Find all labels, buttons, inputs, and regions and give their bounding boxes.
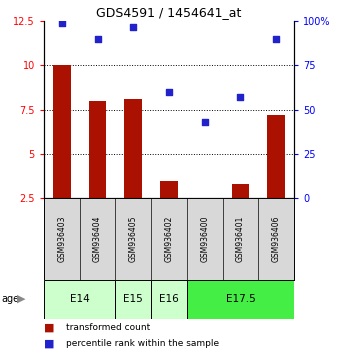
Text: ▶: ▶: [17, 294, 26, 304]
Text: percentile rank within the sample: percentile rank within the sample: [66, 339, 219, 348]
Text: age: age: [2, 294, 20, 304]
Text: GSM936405: GSM936405: [129, 216, 138, 262]
Point: [59, 20, 65, 26]
Bar: [160, 181, 178, 198]
Title: GDS4591 / 1454641_at: GDS4591 / 1454641_at: [96, 6, 242, 19]
Point: [166, 89, 172, 95]
Bar: [89, 101, 106, 198]
Text: GSM936400: GSM936400: [200, 216, 209, 262]
Bar: [187, 280, 294, 319]
Point: [238, 95, 243, 100]
Point: [202, 119, 208, 125]
Text: GSM936403: GSM936403: [57, 216, 66, 262]
Point: [130, 24, 136, 29]
Text: ■: ■: [44, 322, 54, 332]
Bar: [267, 115, 285, 198]
Text: E14: E14: [70, 294, 90, 304]
Bar: [151, 280, 187, 319]
Bar: [124, 99, 142, 198]
Text: GSM936402: GSM936402: [165, 216, 173, 262]
Text: transformed count: transformed count: [66, 323, 150, 332]
Text: E17.5: E17.5: [225, 294, 255, 304]
Text: GSM936404: GSM936404: [93, 216, 102, 262]
Text: GSM936401: GSM936401: [236, 216, 245, 262]
Text: ■: ■: [44, 338, 54, 348]
Text: E16: E16: [159, 294, 179, 304]
Bar: [232, 184, 249, 198]
Point: [273, 36, 279, 42]
Bar: [53, 65, 71, 198]
Point: [95, 36, 100, 42]
Bar: [115, 280, 151, 319]
Text: GSM936406: GSM936406: [272, 216, 281, 262]
Bar: [44, 280, 115, 319]
Text: E15: E15: [123, 294, 143, 304]
